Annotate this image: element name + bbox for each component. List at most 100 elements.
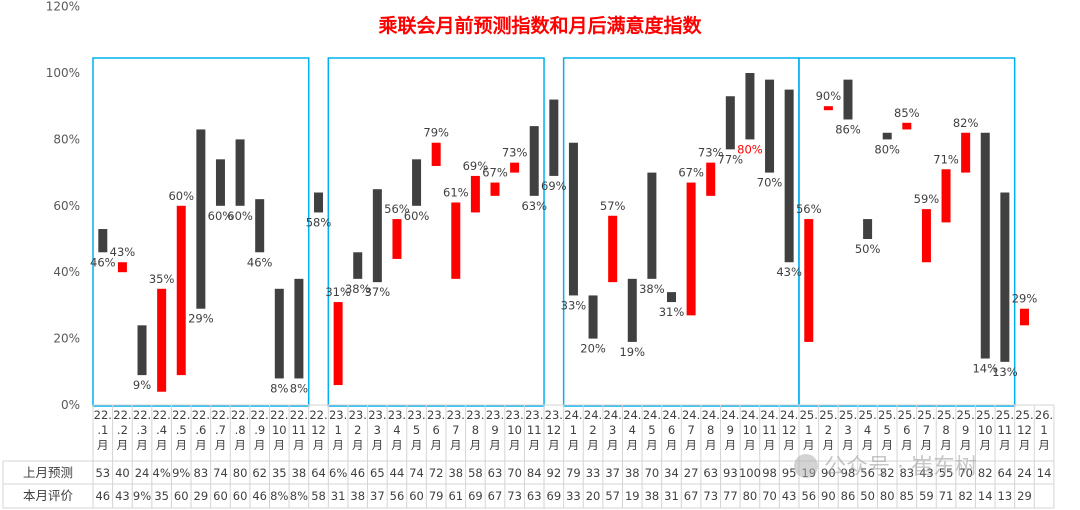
table-cell: 37	[605, 466, 620, 480]
fall-bar	[353, 252, 363, 279]
data-label: 85%	[894, 106, 920, 120]
x-tick-label: 1	[334, 423, 341, 437]
x-tick-label: 23.	[525, 408, 543, 422]
x-tick-label: 10	[272, 423, 287, 437]
data-label: 61%	[443, 185, 469, 199]
fall-bar	[588, 295, 598, 339]
x-tick-label: 22.	[94, 408, 112, 422]
x-tick-label: 月	[411, 438, 423, 452]
table-cell: 24	[1017, 466, 1032, 480]
series-row-label: 上月预测	[23, 465, 73, 480]
x-tick-label: 月	[195, 438, 207, 452]
x-tick-label: .8	[235, 423, 246, 437]
table-cell: 19	[625, 489, 640, 503]
x-tick-label: 24.	[702, 408, 720, 422]
x-tick-label: 25.	[800, 408, 818, 422]
x-tick-label: 22.	[251, 408, 269, 422]
data-label: 33%	[561, 298, 587, 312]
data-label: 43%	[110, 245, 136, 259]
data-label: 77%	[718, 152, 744, 166]
x-tick-label: 9	[727, 423, 734, 437]
x-tick-label: 月	[528, 438, 540, 452]
x-tick-label: 26.	[1035, 408, 1053, 422]
year-group-box	[798, 57, 1016, 407]
table-cell: 57	[605, 489, 620, 503]
x-tick-label: 24.	[741, 408, 759, 422]
x-tick-label: 24.	[760, 408, 778, 422]
fall-bar	[196, 129, 206, 309]
data-label: 70%	[757, 176, 783, 190]
rise-bar	[176, 205, 186, 376]
fall-bar	[314, 192, 324, 213]
x-tick-label: 24.	[721, 408, 739, 422]
x-tick-label: 7	[687, 423, 694, 437]
data-label: 19%	[619, 345, 645, 359]
x-tick-label: 24.	[662, 408, 680, 422]
x-tick-label: 24.	[780, 408, 798, 422]
table-cell: 13	[998, 489, 1013, 503]
x-tick-label: 月	[960, 438, 972, 452]
table-cell: 14	[1037, 466, 1052, 480]
x-tick-label: 25.	[839, 408, 857, 422]
x-tick-label: 24.	[682, 408, 700, 422]
x-tick-label: 23.	[486, 408, 504, 422]
x-tick-label: 月	[744, 438, 756, 452]
table-cell: 27	[684, 466, 699, 480]
data-label: 63%	[521, 199, 547, 213]
table-cell: 64	[311, 466, 326, 480]
x-tick-label: 月	[274, 438, 286, 452]
x-tick-label: 23.	[368, 408, 386, 422]
table-cell: 98	[762, 466, 777, 480]
table-cell: 56	[390, 489, 405, 503]
rise-bar	[804, 219, 814, 342]
table-cell: 31	[664, 489, 679, 503]
wechat-icon	[794, 454, 818, 478]
table-cell: 55	[939, 466, 954, 480]
x-tick-label: 月	[607, 438, 619, 452]
rise-bar	[490, 182, 500, 196]
table-cell: 43	[115, 489, 130, 503]
table-cell: 82	[880, 466, 895, 480]
fall-bar	[784, 89, 794, 263]
table-cell: 80	[233, 466, 248, 480]
fall-bar	[255, 199, 265, 253]
table-cell: 14	[978, 489, 993, 503]
data-label: 82%	[953, 116, 979, 130]
data-label: 56%	[384, 202, 410, 216]
x-tick-label: 4	[864, 423, 871, 437]
x-tick-label: 月	[725, 438, 737, 452]
fall-bar	[627, 278, 637, 342]
x-tick-label: .4	[156, 423, 167, 437]
x-tick-label: 月	[587, 438, 599, 452]
y-tick-label: 20%	[53, 332, 80, 346]
x-tick-label: 23.	[388, 408, 406, 422]
table-cell: 31	[331, 489, 346, 503]
rise-bar	[921, 209, 931, 263]
x-tick-label: 月	[842, 438, 854, 452]
x-tick-label: 8	[942, 423, 949, 437]
table-cell: 60	[174, 489, 189, 503]
x-tick-label: 22.	[270, 408, 288, 422]
data-label: 38%	[345, 282, 371, 296]
x-tick-label: 22.	[152, 408, 170, 422]
data-label: 50%	[855, 242, 881, 256]
table-cell: 35	[272, 466, 287, 480]
x-tick-label: .6	[195, 423, 206, 437]
table-cell: 6%	[329, 466, 347, 480]
y-tick-label: 60%	[53, 199, 80, 213]
x-tick-label: 5	[648, 423, 655, 437]
fall-bar	[666, 292, 676, 303]
table-cell: 20	[586, 489, 601, 503]
data-label: 46%	[247, 255, 273, 269]
x-tick-label: 25.	[976, 408, 994, 422]
x-tick-label: 11	[762, 423, 777, 437]
x-tick-label: 月	[705, 438, 717, 452]
x-tick-label: 23.	[407, 408, 425, 422]
x-tick-label: 月	[999, 438, 1011, 452]
table-cell: 72	[429, 466, 444, 480]
rise-bar	[823, 106, 833, 111]
table-cell: 70	[762, 489, 777, 503]
chart-title: 乘联会月前预测指数和月后满意度指数	[377, 14, 702, 37]
data-label: 60%	[404, 209, 430, 223]
